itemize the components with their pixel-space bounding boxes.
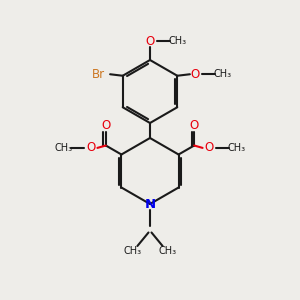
Text: O: O [86,141,95,154]
Text: CH₃: CH₃ [124,246,142,256]
Text: CH₃: CH₃ [54,143,72,153]
Text: CH₃: CH₃ [169,36,187,46]
Text: O: O [191,68,200,81]
Text: O: O [146,35,154,48]
Text: O: O [101,119,110,132]
Text: CH₃: CH₃ [214,69,232,79]
Text: N: N [144,197,156,211]
Text: CH₃: CH₃ [228,143,246,153]
Text: CH₃: CH₃ [158,246,176,256]
Text: O: O [205,141,214,154]
Text: O: O [190,119,199,132]
Text: Br: Br [92,68,105,81]
